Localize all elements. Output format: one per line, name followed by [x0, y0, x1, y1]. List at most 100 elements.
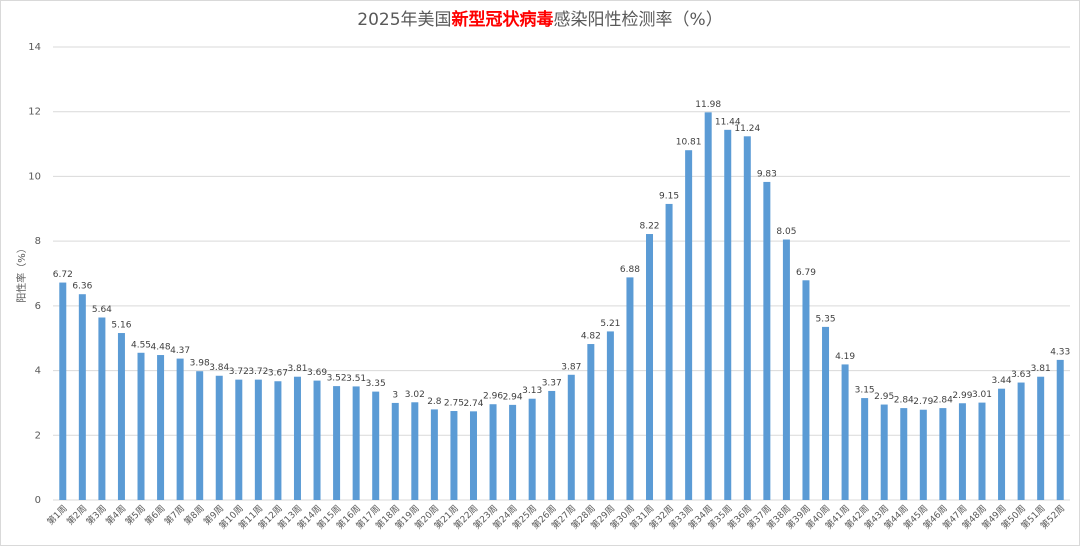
title-highlight: 新型冠状病毒 — [452, 9, 554, 30]
data-label: 6.79 — [796, 268, 816, 278]
bar — [352, 386, 360, 500]
bar — [98, 317, 106, 500]
data-label: 2.84 — [894, 396, 914, 406]
data-label: 3.37 — [542, 378, 562, 388]
bar — [822, 326, 830, 500]
bar — [117, 333, 125, 500]
bar — [900, 408, 908, 500]
data-label: 3.67 — [268, 369, 288, 379]
y-tick-label: 12 — [28, 107, 41, 118]
bar — [274, 381, 282, 500]
data-label: 2.84 — [933, 396, 953, 406]
data-label: 3.72 — [248, 367, 268, 377]
bar — [587, 344, 595, 500]
y-tick-label: 14 — [28, 42, 41, 53]
y-axis-label: 阳性率（%） — [15, 243, 28, 303]
data-label: 5.64 — [92, 305, 112, 315]
bar — [293, 376, 301, 500]
bar — [685, 150, 693, 500]
data-label: 4.82 — [581, 332, 601, 342]
data-label: 3.52 — [327, 374, 347, 384]
bar — [743, 136, 751, 500]
bar — [469, 411, 477, 500]
data-label: 3.13 — [522, 386, 542, 396]
bar — [176, 358, 184, 500]
data-label: 3.44 — [992, 376, 1012, 386]
data-label: 9.83 — [757, 169, 777, 179]
bar — [235, 379, 243, 500]
y-tick-label: 10 — [28, 171, 41, 182]
bar — [78, 294, 86, 500]
bar — [665, 203, 673, 501]
bar — [998, 388, 1006, 500]
bar — [509, 404, 517, 500]
bar — [841, 364, 849, 500]
bar — [333, 386, 341, 500]
data-label: 10.81 — [676, 138, 702, 148]
data-label: 4.19 — [835, 352, 855, 362]
y-tick-label: 6 — [35, 301, 41, 312]
bar — [391, 402, 399, 500]
y-tick-label: 4 — [35, 366, 41, 377]
y-tick-label: 8 — [35, 236, 41, 247]
bar — [313, 380, 321, 500]
data-label: 3.01 — [972, 390, 992, 400]
bar — [450, 411, 458, 500]
data-label: 4.48 — [151, 343, 171, 353]
y-tick-label: 2 — [35, 430, 41, 441]
bar — [548, 390, 556, 500]
bar — [196, 371, 204, 500]
data-label: 2.8 — [427, 397, 442, 407]
bar — [626, 277, 634, 500]
data-label: 3.87 — [561, 362, 581, 372]
data-label: 3.81 — [287, 364, 307, 374]
data-label: 4.37 — [170, 346, 190, 356]
bar — [137, 352, 145, 500]
bar — [958, 403, 966, 500]
bar — [724, 129, 732, 500]
data-label: 3.15 — [855, 386, 875, 396]
bar — [1017, 382, 1025, 500]
bar — [528, 398, 536, 500]
bar — [978, 402, 986, 500]
data-label: 3.72 — [229, 367, 249, 377]
bar — [567, 374, 575, 500]
data-label: 11.44 — [715, 117, 741, 127]
bar — [646, 234, 654, 500]
bar — [880, 404, 888, 500]
data-label: 5.35 — [816, 314, 836, 324]
data-label: 2.79 — [913, 397, 933, 407]
y-tick-label: 0 — [35, 495, 41, 506]
data-label: 6.72 — [53, 270, 73, 280]
data-label: 9.15 — [659, 191, 679, 201]
bar — [430, 409, 438, 500]
bar — [802, 280, 810, 500]
data-label: 3.63 — [1011, 370, 1031, 380]
data-label: 3.81 — [1031, 364, 1051, 374]
bar — [704, 112, 712, 501]
data-label: 5.16 — [111, 321, 131, 331]
data-label: 4.33 — [1050, 347, 1070, 357]
data-label: 5.21 — [600, 319, 620, 329]
data-label: 8.22 — [639, 222, 659, 232]
data-label: 8.05 — [776, 227, 796, 237]
data-label: 4.55 — [131, 340, 151, 350]
data-label: 6.36 — [72, 282, 92, 292]
bar — [606, 331, 614, 500]
data-label: 6.88 — [620, 265, 640, 275]
bar — [861, 398, 869, 500]
bar — [254, 379, 262, 500]
data-label: 3 — [392, 390, 398, 400]
data-label: 11.24 — [734, 124, 760, 134]
bar — [1037, 376, 1045, 500]
data-label: 2.74 — [463, 399, 483, 409]
data-label: 11.98 — [695, 100, 721, 110]
bar — [157, 355, 165, 500]
data-label: 3.98 — [190, 359, 210, 369]
data-label: 3.02 — [405, 390, 425, 400]
bar — [763, 181, 771, 500]
data-label: 2.99 — [952, 391, 972, 401]
bar — [919, 409, 927, 500]
bar — [782, 239, 790, 500]
